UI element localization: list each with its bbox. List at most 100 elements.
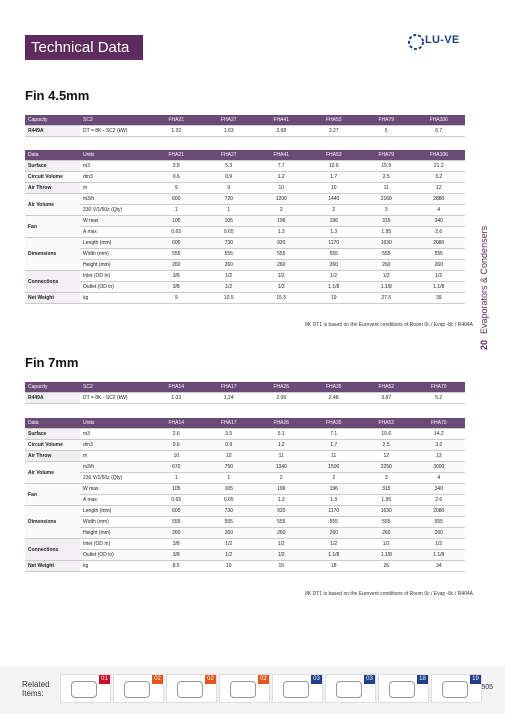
header-cell: Data xyxy=(25,418,80,429)
cell: 1/2 xyxy=(202,270,255,282)
cell: 3.87 xyxy=(360,392,413,404)
cell: 11 xyxy=(360,182,413,194)
cell: 1.3 xyxy=(255,494,308,506)
page-number: 505 xyxy=(481,684,493,691)
cell: 2 xyxy=(255,472,308,484)
cell: 9 xyxy=(150,292,203,304)
cell: 10 xyxy=(202,450,255,462)
cell: 260 xyxy=(360,259,413,271)
cell: 920 xyxy=(255,505,308,517)
cell: 3.27 xyxy=(307,125,360,137)
cell: 13 xyxy=(412,450,465,462)
header-cell: SC2 xyxy=(80,115,150,126)
related-items: 01 02 02 02 03 03 18 19 xyxy=(60,674,482,703)
header-cell: FHA35 xyxy=(307,418,360,429)
cell: 260 xyxy=(150,527,203,539)
cell: 1.24 xyxy=(202,392,255,404)
header-cell: Data xyxy=(25,150,80,161)
cell: 2.68 xyxy=(255,125,308,137)
note: 8K DT1 is based on the Eurovent conditio… xyxy=(305,322,473,328)
cell: 10 xyxy=(150,450,203,462)
item-icon xyxy=(124,681,150,698)
cell: 10.6 xyxy=(360,428,413,440)
header-cell: FHA14 xyxy=(150,418,203,429)
cell: 1.7 xyxy=(307,171,360,183)
cell: 0.65 xyxy=(150,494,203,506)
row: Surface m3 2.6 3.5 5.1 7.1 10.6 14.2 xyxy=(25,428,465,440)
cell: 1.1/8 xyxy=(360,549,413,561)
cell: 1/2 xyxy=(412,270,465,282)
cell: 260 xyxy=(307,527,360,539)
cell: 3/8 xyxy=(150,270,203,282)
cell: 2.6 xyxy=(412,226,465,238)
cell: 1.03 xyxy=(150,392,203,404)
cell: 340 xyxy=(412,215,465,227)
cell: 1.32 xyxy=(150,125,203,137)
row-label: Air Throw xyxy=(25,450,80,462)
cell: DT = 8K - SC2 (kW) xyxy=(80,392,150,404)
header-row: Data Units FHA21 FHA27 FHA41 FHA53 FHA79 FHA106 xyxy=(25,150,465,161)
capacity-table: Capacity SC2 FHA21 FHA27 FHA41 FHA53 FHA79 FHA1… xyxy=(25,115,465,137)
cell: 1170 xyxy=(307,505,360,517)
cell: 105 xyxy=(150,483,203,495)
cell: kg xyxy=(80,292,150,304)
cell: 11 xyxy=(307,450,360,462)
cell: 0.65 xyxy=(202,494,255,506)
cell: 1.2 xyxy=(255,439,308,451)
cell: 10 xyxy=(307,182,360,194)
row: 230 V/1/50z (Qty) 1 1 2 2 3 4 xyxy=(25,204,465,216)
cell: 260 xyxy=(307,259,360,271)
row-label: Connections xyxy=(25,270,80,293)
header-cell: Units xyxy=(80,150,150,161)
cell: 3 xyxy=(360,472,413,484)
header-cell: FHA17 xyxy=(202,418,255,429)
cell: 750 xyxy=(202,461,255,473)
cell: 3.2 xyxy=(412,439,465,451)
cell: 2880 xyxy=(412,193,465,205)
cell: m xyxy=(80,182,150,194)
row: Dimensions Length (mm) 605 730 920 1170 1630 20… xyxy=(25,505,465,539)
cell: DT = 8K - SC2 (kW) xyxy=(80,125,150,137)
cell: 3000 xyxy=(412,461,465,473)
related-item: 01 xyxy=(60,674,111,703)
row: Air Throw m 9 9 10 10 11 12 xyxy=(25,182,465,194)
cell: 39 xyxy=(412,292,465,304)
cell: 1630 xyxy=(360,237,413,249)
cell: 105 xyxy=(150,215,203,227)
item-icon xyxy=(177,681,203,698)
header-cell: FHA53 xyxy=(307,150,360,161)
header-cell: Capacity xyxy=(25,115,80,126)
header-row: Capacity SC2 FHA21 FHA27 FHA41 FHA53 FHA79 FHA1… xyxy=(25,115,465,126)
title-banner: Technical Data xyxy=(25,35,143,60)
item-number: 18 xyxy=(417,675,428,684)
cell: 2250 xyxy=(360,461,413,473)
row: Fan W max 105 105 196 196 315 340 xyxy=(25,215,465,238)
cell: 670 xyxy=(150,461,203,473)
row-label: Fan xyxy=(25,215,80,238)
row: Height (mm) 260 260 260 260 260 260 xyxy=(25,527,465,539)
cell: m xyxy=(80,450,150,462)
side-text: Evaporators & Condensers xyxy=(479,225,489,334)
cell: kg xyxy=(80,560,150,572)
header-cell: FHA17 xyxy=(202,382,255,393)
data-table: Data Units FHA14 FHA17 FHA26 FHA35 FHA52 FHA70 S… xyxy=(25,418,465,572)
related-item: 02 xyxy=(219,674,270,703)
cell: 605 xyxy=(150,237,203,249)
logo-text: LU-VE xyxy=(425,34,460,46)
cell: 1/2 xyxy=(202,281,255,293)
row: Outlet (OD in) 3/8 1/2 1/2 1.1/8 1.1/8 1.1/8 xyxy=(25,281,465,293)
cell: 3/8 xyxy=(150,538,203,550)
cell: 8.5 xyxy=(150,560,203,572)
cell: 1.63 xyxy=(202,125,255,137)
header-cell: FHA35 xyxy=(307,382,360,393)
cell: 1500 xyxy=(307,461,360,473)
capacity-table: Capacity SC2 FHA14 FHA17 FHA26 FHA35 FHA52 FHA7… xyxy=(25,382,465,404)
cell: 15 xyxy=(255,560,308,572)
row-label: Air Volume xyxy=(25,461,80,484)
cell: 2.5 xyxy=(360,439,413,451)
item-icon xyxy=(389,681,415,698)
cell: 730 xyxy=(202,237,255,249)
item-number: 02 xyxy=(258,675,269,684)
cell: 1170 xyxy=(307,237,360,249)
